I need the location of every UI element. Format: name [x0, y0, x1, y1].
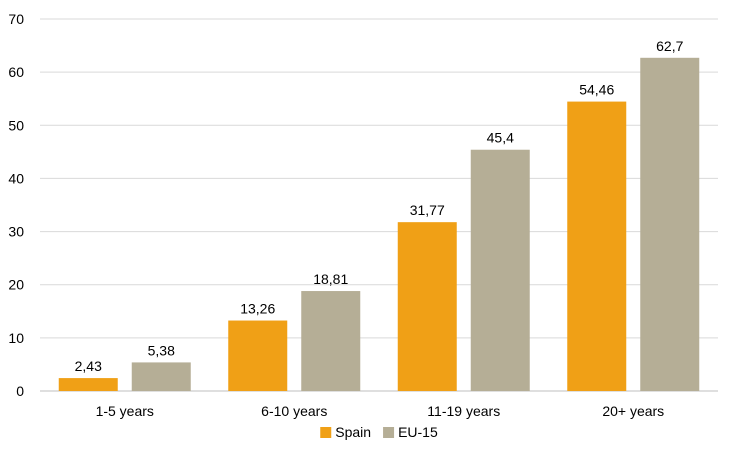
bar-eu-15	[470, 149, 530, 391]
bar-eu-15	[131, 362, 191, 391]
bar-eu-15	[301, 291, 361, 391]
data-label: 31,77	[410, 202, 445, 218]
y-tick-label: 0	[16, 383, 24, 399]
y-tick-label: 40	[8, 170, 24, 186]
data-label: 18,81	[313, 271, 348, 287]
y-tick-label: 60	[8, 64, 24, 80]
data-label: 45,4	[487, 130, 514, 146]
legend: Spain EU-15	[320, 424, 438, 440]
bar-eu-15	[640, 57, 700, 392]
x-tick-label: 11-19 years	[427, 403, 500, 419]
data-label: 62,7	[656, 38, 683, 54]
x-axis-ticks: 1-5 years 6-10 years 11-19 years 20+ years	[96, 403, 665, 419]
gridlines	[40, 18, 718, 392]
y-tick-label: 70	[8, 11, 24, 27]
data-label: 2,43	[75, 358, 102, 374]
data-label: 54,46	[579, 82, 614, 98]
legend-swatch	[320, 427, 332, 438]
x-tick-label: 1-5 years	[96, 403, 154, 419]
bar-spain	[228, 320, 288, 391]
x-tick-label: 6-10 years	[261, 403, 327, 419]
data-label: 13,26	[240, 301, 275, 317]
y-axis-ticks: 0 10 20 30 40 50 60 70	[8, 11, 24, 399]
x-tick-label: 20+ years	[602, 403, 664, 419]
data-label: 5,38	[148, 342, 175, 358]
bars	[58, 57, 700, 392]
bar-spain	[397, 222, 457, 391]
y-tick-label: 50	[8, 117, 24, 133]
legend-label: EU-15	[398, 424, 438, 440]
y-tick-label: 10	[8, 330, 24, 346]
y-tick-label: 30	[8, 224, 24, 240]
bar-spain	[567, 101, 627, 392]
legend-label: Spain	[335, 424, 371, 440]
bar-spain	[58, 378, 118, 391]
data-labels: 2,43 5,38 13,26 18,81 31,77 45,4 54,46 62,7	[75, 38, 684, 374]
legend-swatch	[383, 427, 395, 438]
y-tick-label: 20	[8, 277, 24, 293]
